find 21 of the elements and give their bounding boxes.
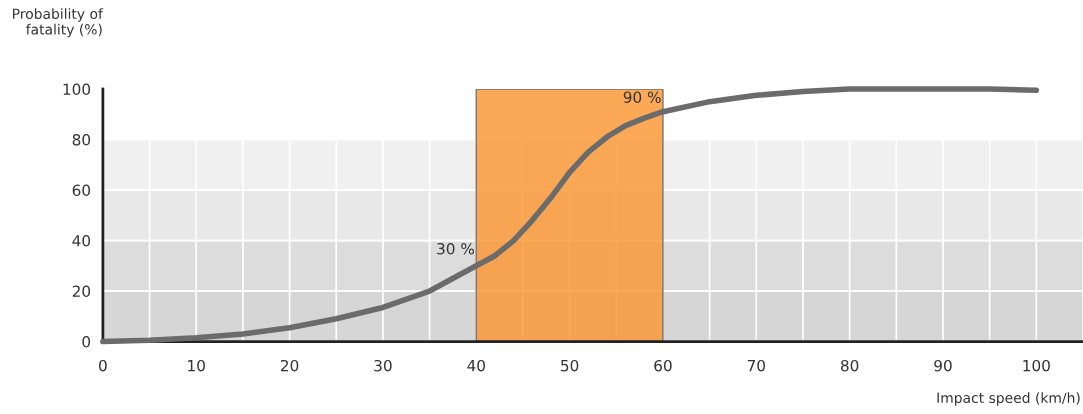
x-tick-label: 20 [280, 359, 299, 372]
x-tick-label: 70 [747, 359, 765, 372]
x-tick-label: 50 [561, 359, 579, 372]
x-tick-label: 0 [99, 359, 107, 372]
x-tick-label: 10 [188, 359, 205, 372]
y-tick-label: 40 [72, 235, 91, 247]
y-tick-label: 60 [72, 184, 91, 197]
x-tick-label: 40 [467, 359, 485, 372]
x-tick-label: 90 [934, 359, 952, 372]
y-tick-label: 20 [72, 285, 91, 298]
y-tick-label: 0 [82, 336, 91, 348]
x-tick-label: 80 [840, 359, 859, 372]
y-tick-label: 100 [63, 83, 91, 96]
x-tick-label: 30 [374, 359, 392, 372]
x-tick-label: 60 [654, 359, 672, 372]
y-tick-label: 80 [72, 133, 91, 146]
x-axis-title: Impact speed (km/h) [937, 392, 1080, 406]
annotation: 90 % [623, 91, 661, 103]
y-axis-title: Probability of fatality (%) [13, 8, 104, 38]
annotation: 30 % [437, 242, 475, 255]
x-tick-label: 100 [1023, 359, 1050, 372]
